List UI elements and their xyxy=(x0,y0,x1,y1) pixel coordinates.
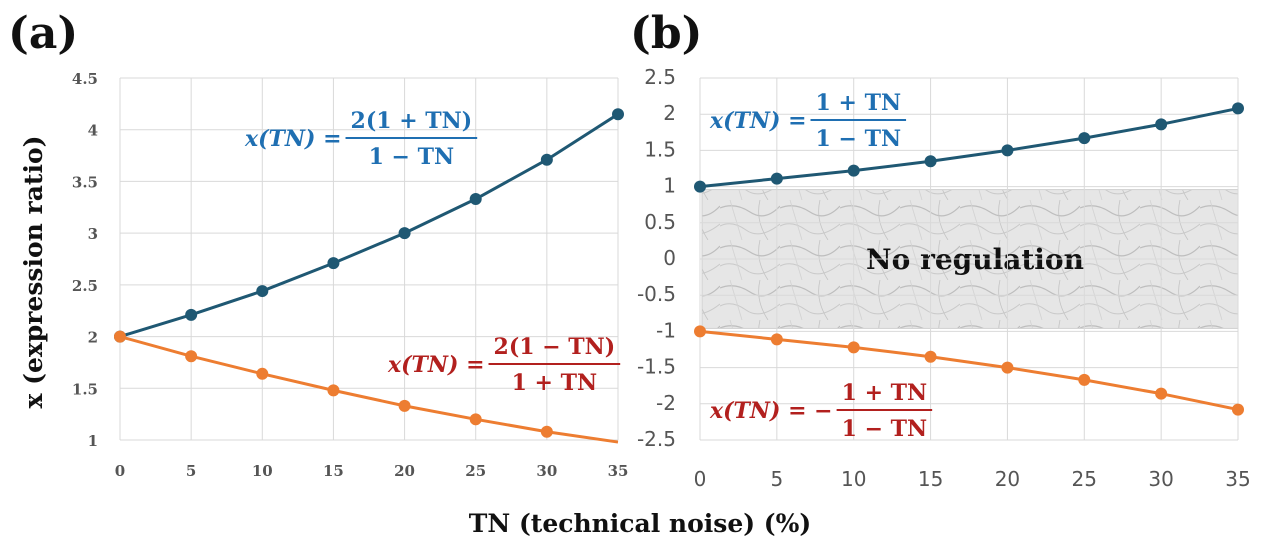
y-tick-label: 4 xyxy=(88,122,98,140)
x-tick-label: 30 xyxy=(1148,467,1173,491)
data-point xyxy=(1232,403,1244,416)
data-point xyxy=(398,399,411,412)
data-point xyxy=(1001,144,1014,157)
data-point xyxy=(924,350,937,363)
series-line-lower xyxy=(119,335,619,444)
formula-numerator: 2(1 + TN) xyxy=(351,108,473,134)
formula-b-upper: x(TN) = 1 + TN 1 − TN xyxy=(709,90,907,152)
x-tick-label: 20 xyxy=(394,462,415,480)
data-point xyxy=(924,155,937,168)
x-tick-label: 15 xyxy=(323,462,344,480)
y-tick-label: 3.5 xyxy=(72,173,98,191)
y-tick-label: 1.5 xyxy=(644,137,676,161)
data-point xyxy=(256,367,269,380)
formula-b-lower: x(TN) = − 1 + TN 1 − TN xyxy=(709,380,933,442)
formula-denominator: 1 − TN xyxy=(842,416,928,442)
data-point xyxy=(847,164,860,177)
x-tick-label: 25 xyxy=(465,462,486,480)
y-tick-label: 3 xyxy=(88,225,98,243)
x-tick-label: 35 xyxy=(608,462,629,480)
x-tick-label: 35 xyxy=(1225,467,1250,491)
x-tick-label: 15 xyxy=(918,467,943,491)
x-tick-label: 25 xyxy=(1072,467,1097,491)
y-tick-label: -1 xyxy=(656,318,676,342)
y-tick-label: 2 xyxy=(88,329,98,347)
data-point xyxy=(770,333,783,346)
data-point xyxy=(114,330,126,343)
data-point xyxy=(694,180,706,193)
x-axis-title: TN (technical noise) (%) xyxy=(469,509,811,538)
formula-lhs: x(TN) = xyxy=(244,126,342,152)
x-tick-label: 20 xyxy=(995,467,1020,491)
formula-numerator: 1 + TN xyxy=(842,380,928,406)
formula-a-lower: x(TN) = 2(1 − TN) 1 + TN xyxy=(387,334,621,396)
y-tick-label: 1 xyxy=(663,174,676,198)
formula-denominator: 1 − TN xyxy=(369,144,455,170)
y-axis-title: x (expression ratio) xyxy=(19,136,48,409)
y-tick-label: 2.5 xyxy=(72,277,98,295)
data-point xyxy=(1155,387,1168,400)
data-point xyxy=(185,308,198,321)
formula-a-upper: x(TN) = 2(1 + TN) 1 − TN xyxy=(244,108,478,170)
data-point xyxy=(185,350,198,363)
panel-b-series xyxy=(694,102,1244,416)
data-point xyxy=(540,153,553,166)
formula-lhs: x(TN) = − xyxy=(709,398,833,424)
data-point xyxy=(1078,132,1091,145)
panel-a-series xyxy=(114,108,624,444)
data-point xyxy=(469,413,482,426)
y-tick-label: 2.5 xyxy=(644,65,676,89)
panel-a-gridlines xyxy=(119,77,619,441)
series-line-upper xyxy=(119,112,619,339)
series-line-upper xyxy=(699,106,1239,189)
panel-b-gridlines xyxy=(699,77,1239,441)
data-point xyxy=(327,257,340,270)
panel-b-tick-labels: -2.5 -2 -1.5 -1 -0.5 0 0.5 1 1.5 2 2.5 0 5 10 15 20 25 30… xyxy=(637,65,1251,491)
y-tick-label: 1.5 xyxy=(72,380,98,398)
formula-numerator: 1 + TN xyxy=(816,90,902,116)
x-tick-label: 0 xyxy=(694,467,707,491)
panel-label-a: (a) xyxy=(8,8,78,59)
y-tick-label: 0 xyxy=(663,246,676,270)
data-point xyxy=(847,341,860,354)
data-point xyxy=(1155,118,1168,131)
y-tick-label: 0.5 xyxy=(644,210,676,234)
data-point xyxy=(398,227,411,240)
x-tick-label: 10 xyxy=(841,467,866,491)
y-tick-label: -1.5 xyxy=(637,355,676,379)
y-tick-label: 1 xyxy=(88,432,98,450)
data-point xyxy=(612,108,624,121)
data-point xyxy=(327,384,340,397)
x-tick-label: 5 xyxy=(770,467,783,491)
data-point xyxy=(694,325,706,338)
x-tick-label: 30 xyxy=(536,462,557,480)
x-tick-label: 5 xyxy=(186,462,196,480)
panel-a-tick-labels: 1 1.5 2 2.5 3 3.5 4 4.5 0 5 10 15 20 25 30 35 xyxy=(72,70,629,480)
y-tick-label: 2 xyxy=(663,101,676,125)
formula-denominator: 1 + TN xyxy=(512,370,598,396)
data-point xyxy=(770,172,783,185)
data-point xyxy=(256,285,269,298)
data-point xyxy=(469,193,482,206)
formula-lhs: x(TN) = xyxy=(387,352,485,378)
x-tick-label: 0 xyxy=(115,462,125,480)
data-point xyxy=(1001,361,1014,374)
x-tick-label: 10 xyxy=(252,462,273,480)
data-point xyxy=(540,425,553,438)
panel-label-b: (b) xyxy=(630,8,702,59)
y-tick-label: 4.5 xyxy=(72,70,98,88)
y-tick-label: -2 xyxy=(656,391,676,415)
data-point xyxy=(1078,373,1091,386)
formula-lhs: x(TN) = xyxy=(709,108,807,134)
formula-denominator: 1 − TN xyxy=(816,126,902,152)
y-tick-label: -2.5 xyxy=(637,427,676,451)
y-tick-label: -0.5 xyxy=(637,282,676,306)
data-point xyxy=(1232,102,1244,115)
formula-annotations: x(TN) = 2(1 + TN) 1 − TN x(TN) = 2(1 − TN)… xyxy=(244,90,933,442)
formula-numerator: 2(1 − TN) xyxy=(494,334,616,360)
series-line-lower xyxy=(699,329,1239,412)
